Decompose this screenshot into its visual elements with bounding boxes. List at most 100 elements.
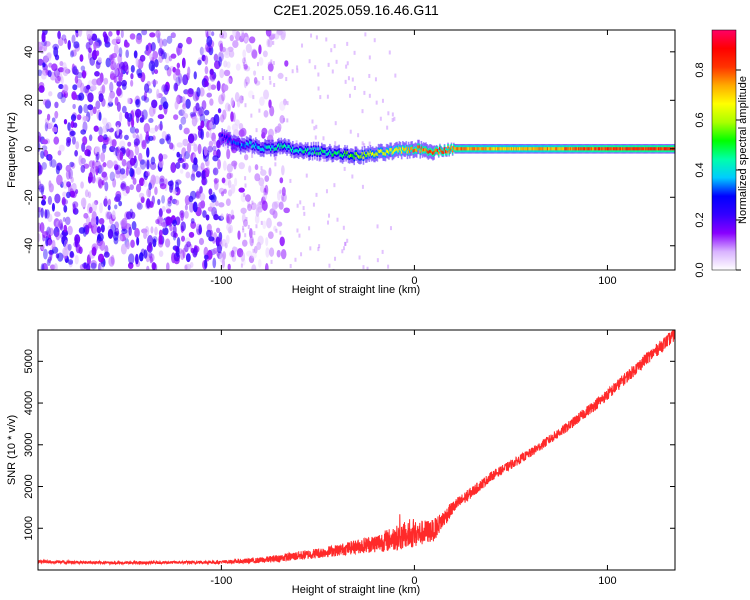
spectrogram-signal-cell	[227, 139, 229, 143]
spectrogram-noise-cell	[116, 124, 120, 136]
spectrogram-panel: -100 0 100 -40 -20 0 20 40 Height of straight …	[6, 29, 676, 296]
spectrogram-noise-cell	[125, 49, 129, 59]
spectrogram-noise-cell	[273, 34, 276, 39]
spectrogram-noise-cell	[54, 101, 59, 109]
spectrogram-signal-cell	[543, 147, 545, 151]
spectrogram-noise-cell	[262, 192, 268, 201]
y-tick-label: 20	[23, 94, 35, 106]
spectrogram-signal-cell	[501, 147, 504, 151]
spectrogram-noise-cell	[216, 139, 221, 149]
spectrogram-signal-cell	[505, 147, 507, 151]
spectrogram-noise-cell	[51, 202, 55, 212]
spectrogram-noise-cell	[268, 76, 271, 81]
spectrogram-noise-cell	[225, 234, 230, 245]
spectrogram-noise-cell	[185, 98, 191, 109]
spectrogram-noise-cell	[165, 208, 172, 214]
spectrogram-signal-cell	[356, 154, 359, 158]
spectrogram-signal-cell	[566, 147, 569, 151]
spectrogram-noise-cell	[241, 96, 244, 101]
spectrogram-noise-cell	[114, 164, 119, 171]
spectrogram-noise-cell	[71, 136, 76, 145]
spectrogram-noise-cell	[218, 56, 222, 67]
spectrogram-noise-cell	[193, 71, 197, 80]
spectrogram-noise-cell	[41, 194, 47, 201]
spectrogram-noise-cell	[108, 30, 113, 37]
spectrogram-noise-cell	[47, 70, 52, 78]
spectrogram-noise-cell	[100, 152, 106, 163]
spectrogram-noise-cell	[280, 30, 287, 38]
spectrogram-noise-cell	[106, 211, 113, 220]
spectrogram-signal-cell	[539, 147, 542, 151]
spectrogram-signal-cell	[381, 149, 383, 153]
spectrogram-signal-cell	[279, 145, 281, 149]
spectrogram-noise-cell	[51, 239, 56, 250]
spectrogram-noise-cell	[393, 116, 396, 121]
spectrogram-signal-cell	[455, 147, 457, 151]
spectrogram-noise-cell	[143, 231, 148, 240]
spectrogram-noise-cell	[184, 263, 192, 270]
spectrogram-signal-cell	[480, 147, 483, 151]
spectrogram-signal-cell	[655, 147, 658, 151]
spectrogram-noise-cell	[61, 34, 67, 41]
spectrogram-noise-cell	[62, 180, 69, 189]
spectrogram-signal-cell	[319, 151, 322, 155]
spectrogram-noise-cell	[38, 232, 41, 243]
spectrogram-noise-cell	[270, 259, 273, 264]
spectrogram-signal-cell	[477, 147, 479, 151]
spectrogram-noise-cell	[158, 153, 164, 162]
spectrogram-signal-cell	[664, 147, 667, 151]
spectrogram-noise-cell	[57, 252, 64, 262]
spectrogram-noise-cell	[183, 112, 189, 119]
spectrogram-noise-cell	[97, 135, 104, 143]
spectrogram-noise-cell	[47, 195, 53, 205]
spectrogram-noise-cell	[78, 155, 83, 166]
spectrogram-noise-cell	[188, 88, 194, 95]
spectrogram-noise-cell	[66, 191, 71, 199]
spectrogram-noise-cell	[296, 68, 299, 73]
spectrogram-noise-cell	[331, 69, 334, 74]
spectrogram-signal-cell	[368, 153, 371, 157]
y-tick-label: 1000	[23, 516, 35, 540]
spectrogram-signal-cell	[242, 143, 244, 148]
spectrogram-signal-cell	[572, 147, 574, 151]
spectrogram-signal-cell	[223, 134, 226, 138]
spectrogram-signal-cell	[528, 147, 530, 151]
spectrogram-signal-cell	[569, 147, 572, 151]
spectrogram-noise-cell	[224, 48, 230, 56]
spectrogram-noise-cell	[388, 50, 391, 55]
spectrogram-noise-cell	[242, 228, 245, 233]
spectrogram-noise-cell	[63, 239, 69, 251]
spectrogram-noise-cell	[103, 77, 109, 85]
spectrogram-signal-cell	[556, 147, 558, 151]
spectrogram-noise-cell	[230, 111, 234, 122]
spectrogram-signal-cell	[475, 147, 477, 151]
spectrogram-noise-cell	[228, 75, 233, 85]
spectrogram-noise-cell	[98, 93, 104, 103]
spectrogram-signal-cell	[268, 145, 271, 149]
spectrogram-noise-cell	[183, 127, 190, 135]
spectrogram-noise-cell	[276, 249, 281, 258]
spectrogram-noise-cell	[141, 139, 147, 150]
spectrogram-noise-cell	[121, 105, 127, 114]
spectrogram-signal-cell	[667, 147, 669, 151]
spectrogram-noise-cell	[199, 192, 206, 202]
spectrogram-noise-cell	[193, 246, 199, 256]
spectrogram-signal-cell	[597, 147, 600, 151]
spectrogram-noise-cell	[219, 43, 224, 52]
spectrogram-noise-cell	[386, 125, 389, 130]
spectrogram-noise-cell	[323, 158, 326, 163]
spectrogram-noise-cell	[289, 264, 292, 269]
spectrogram-noise-cell	[158, 55, 164, 64]
spectrogram-noise-cell	[276, 221, 283, 227]
spectrogram-noise-cell	[134, 128, 140, 134]
spectrogram-signal-cell	[296, 149, 299, 153]
spectrogram-noise-cell	[279, 114, 285, 124]
spectrogram-noise-cell	[107, 198, 111, 207]
spectrogram-signal-cell	[374, 153, 376, 157]
spectrogram-y-axis-label: Frequency (Hz)	[6, 112, 18, 188]
spectrogram-noise-cell	[258, 177, 265, 187]
spectrogram-noise-cell	[161, 219, 167, 229]
colorbar-tick-label: 0.6	[694, 112, 706, 127]
spectrogram-noise-cell	[100, 164, 104, 173]
spectrogram-signal-cell	[582, 147, 585, 151]
